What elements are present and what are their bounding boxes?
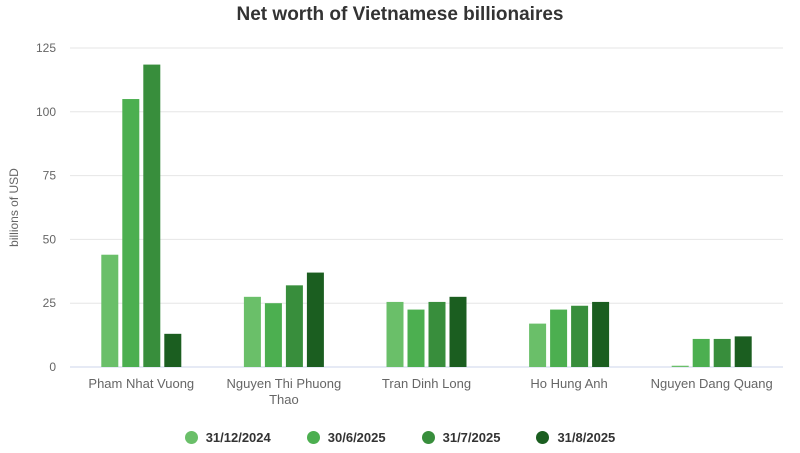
bar [264, 303, 282, 367]
bar [407, 309, 425, 367]
y-axis-label: billions of USD [7, 168, 21, 247]
bar [671, 365, 689, 367]
legend-marker [306, 430, 320, 444]
legend-item[interactable]: 31/12/2024 [184, 429, 271, 445]
chart-title: Net worth of Vietnamese billionaires [236, 4, 564, 25]
legend-item[interactable]: 31/8/2025 [536, 430, 615, 445]
legend-label: 30/6/2025 [327, 429, 386, 445]
y-tick-label: 50 [43, 232, 57, 246]
x-category-label: Thao [269, 392, 299, 407]
legend-marker [421, 430, 435, 444]
bar [243, 296, 261, 367]
bar [122, 99, 140, 367]
y-tick-label: 100 [36, 105, 56, 119]
bar [550, 309, 568, 367]
bar [449, 296, 467, 367]
x-category-label: Tran Dinh Long [382, 376, 471, 391]
y-tick-label: 125 [36, 41, 56, 55]
legend-marker [536, 430, 550, 444]
legend-marker [184, 430, 198, 444]
bar [692, 338, 710, 367]
bar [571, 305, 589, 367]
x-category-label: Ho Hung Anh [530, 376, 607, 391]
bar [164, 333, 182, 367]
bar [306, 272, 324, 367]
legend-item[interactable]: 30/6/2025 [306, 429, 386, 445]
y-tick-label: 75 [43, 169, 57, 183]
bar [143, 64, 161, 367]
x-category-label: Nguyen Dang Quang [651, 376, 773, 391]
legend-label: 31/8/2025 [557, 429, 616, 445]
legend-item[interactable]: 31/7/2025 [421, 429, 501, 445]
legend: 31/12/2024 30/6/2025 31/7/2025 31/8/2025 [0, 426, 800, 448]
bar [428, 301, 446, 367]
legend-label: 31/7/2025 [442, 429, 501, 445]
bar [386, 301, 404, 367]
y-tick-label: 0 [49, 360, 56, 374]
x-category-label: Pham Nhat Vuong [88, 376, 194, 391]
bar [285, 285, 303, 367]
bar [101, 254, 119, 367]
x-category-label: Nguyen Thi Phuong [227, 376, 342, 391]
bar [592, 301, 610, 367]
bar [734, 336, 752, 367]
y-tick-label: 25 [43, 296, 57, 310]
bar [529, 323, 547, 367]
legend-label: 31/12/2024 [205, 429, 271, 445]
bar-chart: 0 25 50 75 100 125 billions of USD Pham Nhat Vu… [7, 41, 783, 407]
bar [713, 338, 731, 367]
